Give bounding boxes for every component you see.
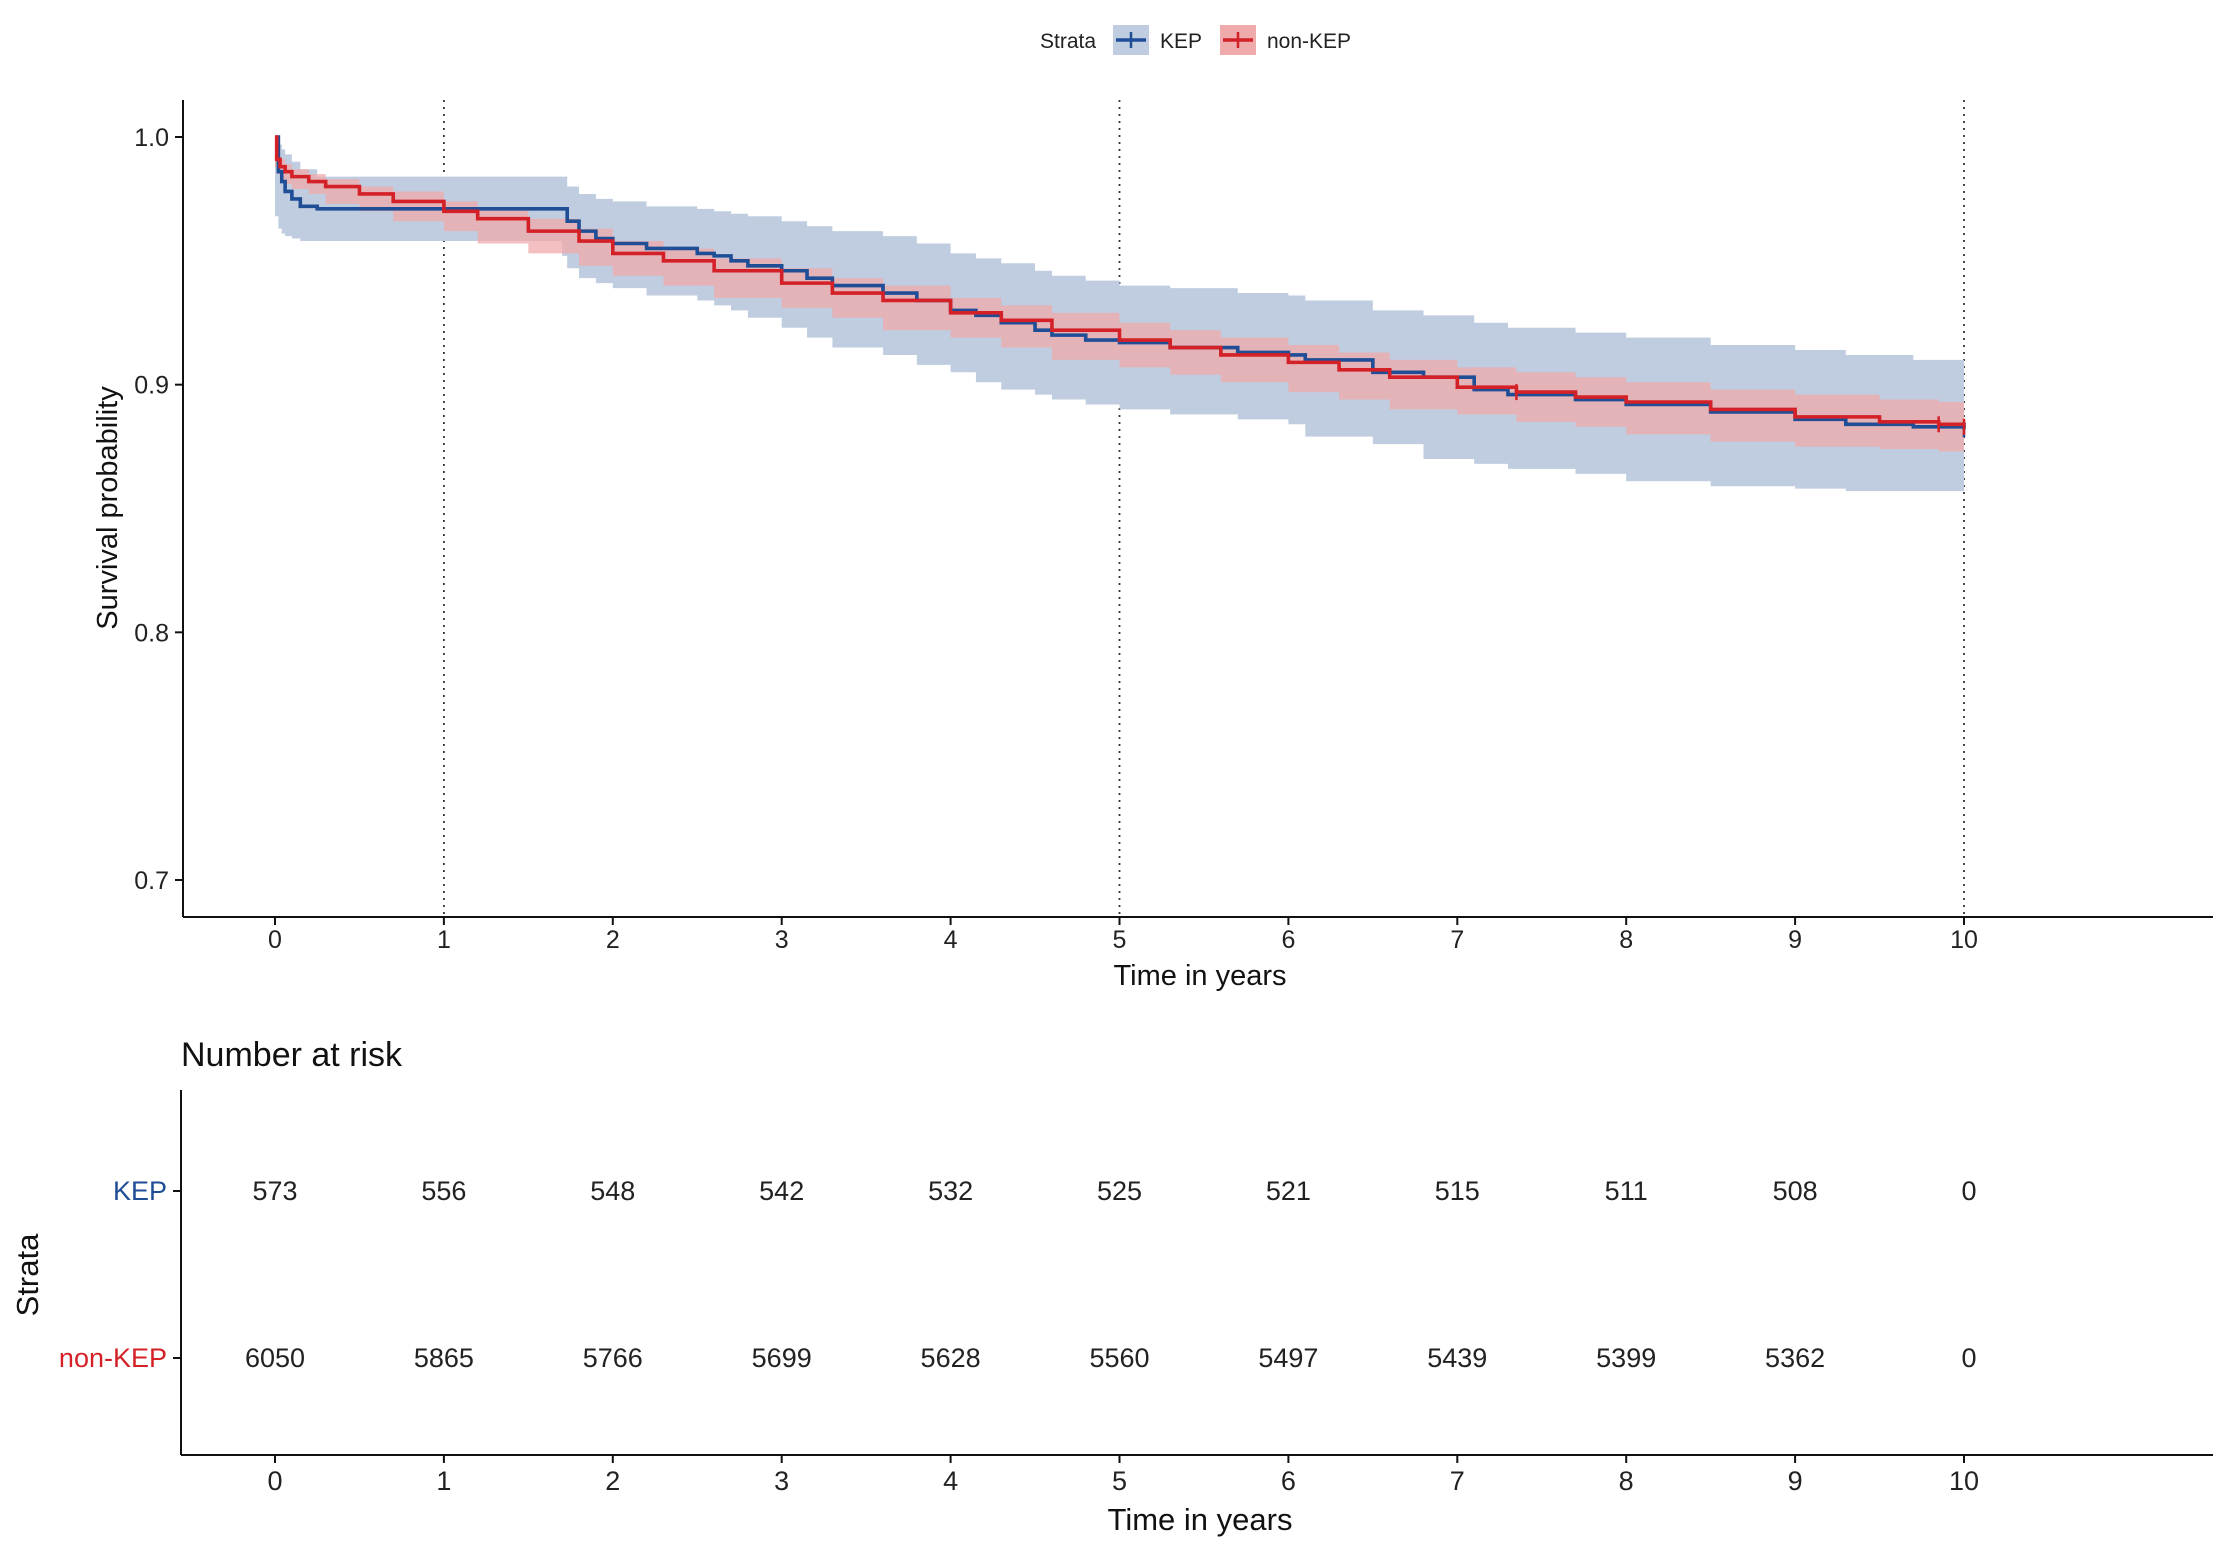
x-tick-label-1: 1 bbox=[437, 926, 451, 954]
x-tick-label-8: 8 bbox=[1619, 926, 1633, 954]
risk-cell: 0 bbox=[1961, 1176, 1976, 1206]
y-axis-title: Survival probability bbox=[92, 386, 124, 630]
y-tick-label-1: 0.8 bbox=[134, 619, 169, 647]
legend-title: Strata bbox=[1040, 30, 1096, 53]
legend-label-1: non-KEP bbox=[1267, 30, 1351, 53]
risk-cell: 0 bbox=[1961, 1343, 1976, 1373]
risk-x-tick-label-6: 6 bbox=[1281, 1466, 1296, 1496]
y-tick-label-2: 0.9 bbox=[134, 372, 169, 400]
x-axis-title: Time in years bbox=[1114, 960, 1287, 992]
risk-cell: 5439 bbox=[1427, 1343, 1487, 1373]
x-tick-label-5: 5 bbox=[1113, 926, 1127, 954]
risk-cell: 542 bbox=[759, 1176, 804, 1206]
x-tick-label-10: 10 bbox=[1950, 926, 1978, 954]
risk-cell: 548 bbox=[590, 1176, 635, 1206]
legend: Strata KEP non-KEP bbox=[1040, 25, 1351, 55]
y-tick-label-3: 1.0 bbox=[134, 124, 169, 152]
risk-x-tick-label-7: 7 bbox=[1450, 1466, 1465, 1496]
risk-y-axis-title: Strata bbox=[10, 1233, 45, 1316]
risk-cell: 5766 bbox=[583, 1343, 643, 1373]
risk-cell: 6050 bbox=[245, 1343, 305, 1373]
x-tick-label-2: 2 bbox=[606, 926, 620, 954]
risk-row-label-non-kep: non-KEP bbox=[59, 1343, 167, 1373]
risk-cell: 508 bbox=[1773, 1176, 1818, 1206]
risk-x-tick-label-1: 1 bbox=[436, 1466, 451, 1496]
survival-line-non-kep bbox=[274, 135, 1966, 427]
survival-plot-panel: 0 1 2 3 4 5 6 7 8 9 10 0.7 0.8 0.9 1.0 Time in years Sur… bbox=[92, 100, 2213, 992]
x-tick-label-6: 6 bbox=[1281, 926, 1295, 954]
risk-x-tick-label-9: 9 bbox=[1788, 1466, 1803, 1496]
risk-x-tick-label-4: 4 bbox=[943, 1466, 958, 1496]
risk-x-axis-title: Time in years bbox=[1108, 1502, 1293, 1537]
x-tick-label-7: 7 bbox=[1450, 926, 1464, 954]
risk-row-label-kep: KEP bbox=[113, 1176, 167, 1206]
risk-x-tick-label-5: 5 bbox=[1112, 1466, 1127, 1496]
risk-x-tick-label-0: 0 bbox=[267, 1466, 282, 1496]
ci-band-non-kep bbox=[275, 137, 1964, 452]
risk-cell: 556 bbox=[421, 1176, 466, 1206]
risk-cell: 521 bbox=[1266, 1176, 1311, 1206]
risk-cell: 5865 bbox=[414, 1343, 474, 1373]
x-tick-label-0: 0 bbox=[268, 926, 282, 954]
risk-cell: 511 bbox=[1605, 1176, 1648, 1206]
x-tick-label-9: 9 bbox=[1788, 926, 1802, 954]
risk-cell: 573 bbox=[252, 1176, 297, 1206]
risk-cell: 5699 bbox=[752, 1343, 812, 1373]
x-tick-label-3: 3 bbox=[775, 926, 789, 954]
risk-cell: 5560 bbox=[1089, 1343, 1149, 1373]
risk-cell: 5628 bbox=[921, 1343, 981, 1373]
risk-cell: 515 bbox=[1435, 1176, 1480, 1206]
risk-x-tick-label-2: 2 bbox=[605, 1466, 620, 1496]
risk-x-tick-label-3: 3 bbox=[774, 1466, 789, 1496]
risk-x-tick-label-10: 10 bbox=[1949, 1466, 1979, 1496]
risk-cell: 5362 bbox=[1765, 1343, 1825, 1373]
risk-cell: 532 bbox=[928, 1176, 973, 1206]
legend-label-0: KEP bbox=[1160, 30, 1202, 53]
x-tick-label-4: 4 bbox=[944, 926, 958, 954]
y-tick-label-0: 0.7 bbox=[134, 867, 169, 895]
risk-cell: 5399 bbox=[1596, 1343, 1656, 1373]
risk-cell: 5497 bbox=[1258, 1343, 1318, 1373]
risk-table-title: Number at risk bbox=[181, 1036, 403, 1074]
risk-cell: 525 bbox=[1097, 1176, 1142, 1206]
risk-x-tick-label-8: 8 bbox=[1619, 1466, 1634, 1496]
